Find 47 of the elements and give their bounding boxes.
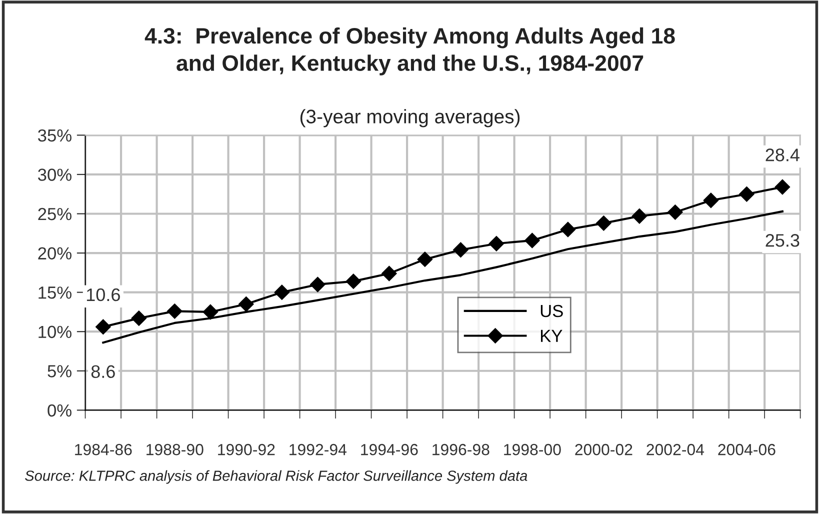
x-tick-label: 1984-86 [75, 444, 132, 456]
y-tick-label: 10% [38, 326, 72, 338]
point [632, 208, 648, 224]
point [774, 179, 790, 195]
x-tick-label: 1996-98 [432, 444, 490, 456]
x-tick-label: 2002-04 [646, 444, 704, 456]
point [596, 216, 612, 231]
y-tick-label: 25% [38, 208, 72, 220]
y-tick-label: 5% [48, 365, 72, 378]
point [274, 284, 290, 300]
point [668, 204, 683, 220]
data-label: 25.3 [766, 234, 800, 247]
point [346, 274, 361, 289]
point [560, 222, 576, 238]
x-tick-label: 2000-02 [575, 444, 632, 456]
y-tick-label: 30% [38, 168, 72, 181]
chart-title: 4.3: Prevalence of Obesity Among Adults Aged 18 and Older, Kentucky and the U.S., 1984-2007 [144, 27, 675, 76]
x-tick-label: 2004-06 [718, 444, 776, 456]
y-tick-label: 0% [48, 404, 72, 417]
point [167, 304, 182, 319]
point [382, 266, 397, 282]
point [96, 319, 111, 334]
y-tick-label: 15% [38, 286, 72, 299]
x-tick-label: 1990-92 [218, 444, 275, 456]
x-tick-label: 1992-94 [290, 444, 347, 456]
x-tick-label: 1994-96 [361, 444, 418, 456]
data-label: 8.6 [91, 365, 115, 378]
legend-label: US [540, 304, 563, 318]
y-tick-label: 35% [38, 129, 72, 142]
point [524, 232, 540, 248]
x-tick-label: 1998-00 [504, 444, 561, 456]
legend-label: KY [540, 330, 562, 342]
point [202, 304, 218, 320]
point [310, 276, 326, 292]
data-label: 10.6 [86, 288, 120, 302]
point [238, 296, 254, 312]
point [488, 236, 504, 252]
point [131, 310, 146, 326]
source-note: Source: KLTPRC analysis of Behavioral Risk Factor Surveillance System data [25, 470, 528, 484]
chart-subtitle: (3-year moving averages) [300, 109, 520, 128]
point [453, 242, 468, 258]
point [703, 192, 719, 208]
point [739, 186, 754, 202]
point [417, 252, 432, 267]
data-label: 28.4 [766, 148, 800, 162]
x-tick-label: 1988-90 [146, 444, 204, 456]
y-tick-label: 20% [38, 247, 72, 260]
